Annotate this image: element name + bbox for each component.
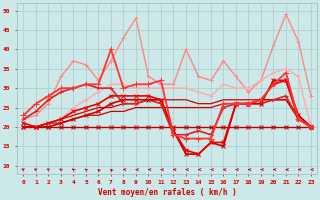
- X-axis label: Vent moyen/en rafales ( km/h ): Vent moyen/en rafales ( km/h ): [98, 188, 236, 197]
